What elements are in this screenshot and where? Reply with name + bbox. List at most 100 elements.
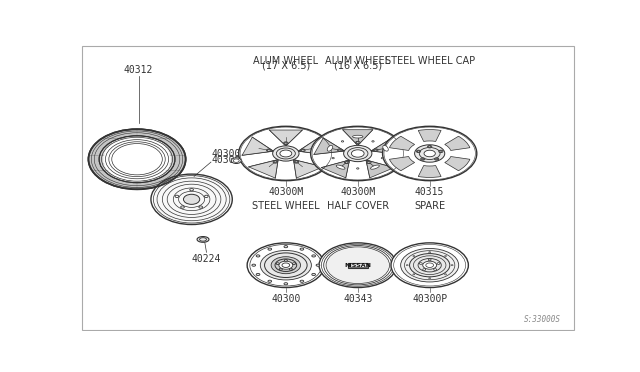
Circle shape — [284, 142, 288, 144]
Circle shape — [312, 273, 316, 276]
Circle shape — [439, 150, 443, 153]
Circle shape — [413, 274, 415, 275]
Circle shape — [367, 161, 371, 164]
Text: 40300: 40300 — [211, 149, 241, 159]
Polygon shape — [343, 130, 372, 145]
Ellipse shape — [151, 174, 232, 225]
Circle shape — [239, 126, 333, 181]
Circle shape — [437, 263, 440, 264]
Circle shape — [429, 252, 431, 253]
Circle shape — [284, 246, 288, 248]
Circle shape — [292, 263, 296, 264]
Ellipse shape — [190, 189, 193, 191]
Wedge shape — [390, 157, 415, 171]
Wedge shape — [445, 136, 470, 150]
Circle shape — [424, 150, 435, 157]
Circle shape — [422, 261, 436, 269]
Text: 40300M: 40300M — [268, 187, 303, 197]
Circle shape — [266, 149, 271, 152]
Circle shape — [406, 264, 408, 266]
Circle shape — [417, 150, 420, 153]
Polygon shape — [366, 160, 394, 178]
Circle shape — [256, 255, 260, 257]
Text: 40300: 40300 — [271, 294, 301, 304]
Ellipse shape — [204, 195, 208, 198]
Circle shape — [284, 259, 287, 261]
Text: 40300P: 40300P — [211, 155, 246, 165]
Bar — [348, 263, 368, 268]
Text: (17 X 6.5): (17 X 6.5) — [262, 60, 310, 70]
Ellipse shape — [99, 136, 175, 183]
Circle shape — [279, 268, 282, 270]
Circle shape — [341, 141, 344, 142]
Circle shape — [451, 264, 453, 266]
Ellipse shape — [88, 129, 186, 189]
Ellipse shape — [383, 145, 388, 151]
Circle shape — [271, 257, 301, 274]
Circle shape — [381, 157, 383, 159]
Circle shape — [344, 161, 349, 164]
Text: S:33000S: S:33000S — [524, 315, 561, 324]
Polygon shape — [371, 138, 401, 154]
Polygon shape — [298, 137, 330, 155]
Ellipse shape — [197, 237, 209, 242]
Polygon shape — [242, 137, 273, 155]
Circle shape — [445, 256, 447, 257]
Circle shape — [401, 248, 459, 282]
Polygon shape — [269, 130, 302, 146]
Circle shape — [247, 243, 324, 288]
Circle shape — [429, 278, 431, 279]
Ellipse shape — [175, 195, 179, 198]
Circle shape — [413, 256, 415, 257]
Circle shape — [284, 283, 288, 285]
Text: (16 X 6.5): (16 X 6.5) — [333, 60, 382, 70]
Circle shape — [372, 141, 374, 142]
Circle shape — [289, 268, 292, 270]
Text: ALUM WHEEL: ALUM WHEEL — [253, 56, 319, 66]
Text: SPARE: SPARE — [414, 201, 445, 211]
Text: 40311: 40311 — [251, 135, 280, 145]
Circle shape — [268, 248, 271, 250]
Text: 40224: 40224 — [192, 254, 221, 264]
Circle shape — [319, 243, 396, 288]
Circle shape — [423, 269, 426, 270]
Circle shape — [294, 161, 299, 163]
Circle shape — [280, 150, 292, 157]
Circle shape — [434, 269, 436, 270]
Circle shape — [435, 158, 439, 160]
Circle shape — [260, 250, 312, 280]
Circle shape — [273, 161, 278, 163]
Circle shape — [300, 248, 304, 250]
Polygon shape — [294, 160, 323, 178]
Circle shape — [252, 264, 255, 266]
Circle shape — [419, 263, 422, 264]
Text: 40315: 40315 — [415, 187, 444, 197]
Circle shape — [312, 255, 316, 257]
Circle shape — [355, 141, 360, 144]
Polygon shape — [249, 160, 278, 178]
Circle shape — [351, 150, 364, 157]
Circle shape — [273, 146, 299, 161]
Text: STEEL WHEEL: STEEL WHEEL — [252, 201, 319, 211]
Ellipse shape — [199, 206, 202, 208]
Ellipse shape — [327, 145, 333, 151]
Wedge shape — [419, 129, 441, 141]
Circle shape — [268, 280, 271, 282]
Text: 40343: 40343 — [343, 294, 372, 304]
Circle shape — [415, 145, 445, 162]
Circle shape — [391, 243, 468, 288]
Circle shape — [256, 273, 260, 276]
Circle shape — [332, 157, 334, 159]
Circle shape — [373, 149, 378, 151]
Circle shape — [300, 280, 304, 282]
Circle shape — [326, 247, 390, 283]
Wedge shape — [445, 157, 470, 171]
Circle shape — [410, 254, 450, 277]
Text: STEEL WHEEL CAP: STEEL WHEEL CAP — [385, 56, 475, 66]
Text: HALF COVER: HALF COVER — [326, 201, 389, 211]
Circle shape — [279, 261, 293, 269]
Circle shape — [356, 168, 359, 169]
Circle shape — [428, 145, 432, 148]
Polygon shape — [321, 160, 349, 178]
Circle shape — [344, 145, 372, 162]
